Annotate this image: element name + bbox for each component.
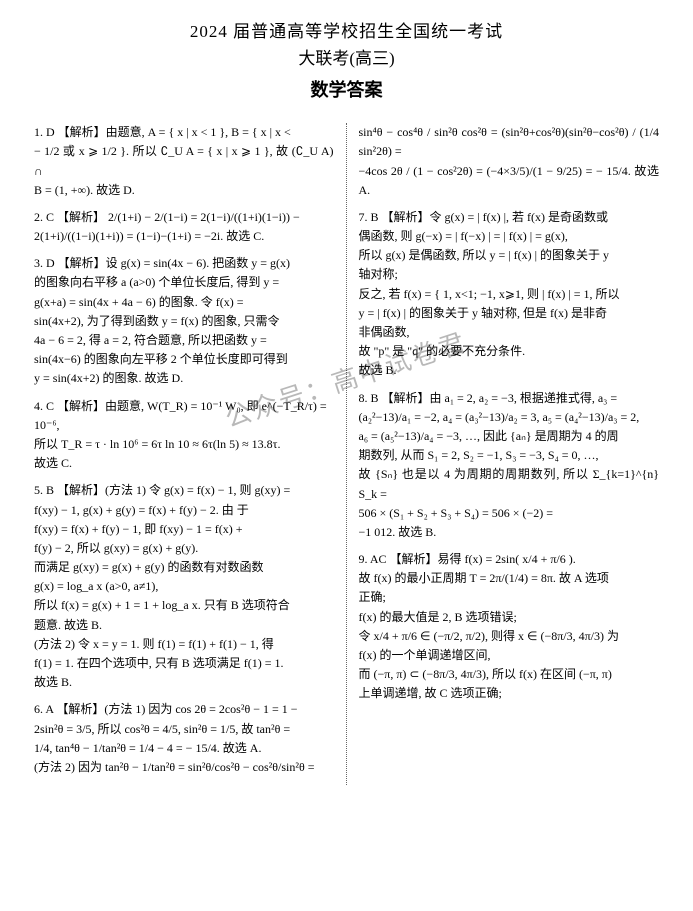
q5-body7: 题意. 故选 B. — [34, 618, 102, 632]
q5-lead: 5. B 【解析】(方法 1) 令 g(x) = f(x) − 1, 则 g(x… — [34, 483, 290, 497]
exam-title-line2: 大联考(高三) — [28, 45, 665, 72]
q5-body8: (方法 2) 令 x = y = 1. 则 f(1) = f(1) + f(1)… — [34, 637, 274, 651]
question-5: 5. B 【解析】(方法 1) 令 g(x) = f(x) − 1, 则 g(x… — [34, 481, 334, 692]
q5-body4: 而满足 g(xy) = g(x) + g(y) 的函数有对数函数 — [34, 560, 264, 574]
q6b-body1: sin⁴θ − cos⁴θ / sin²θ cos²θ = (sin²θ+cos… — [359, 125, 660, 158]
q7-body2: 所以 g(x) 是偶函数, 所以 y = | f(x) | 的图象关于 y — [359, 248, 610, 262]
q1-body2: B = (1, +∞). 故选 D. — [34, 183, 135, 197]
q9-body6: 而 (−π, π) ⊂ (−8π/3, 4π/3), 所以 f(x) 在区间 (… — [359, 667, 612, 681]
q7-body8: 故选 B. — [359, 363, 397, 377]
q6-body1: 2sin²θ = 3/5, 所以 cos²θ = 4/5, sin²θ = 1/… — [34, 722, 290, 736]
q5-body3: f(y) − 2, 所以 g(xy) = g(x) + g(y). — [34, 541, 198, 555]
q3-body3: sin(4x+2), 为了得到函数 y = f(x) 的图象, 只需令 — [34, 314, 280, 328]
q2-lead: 2. C 【解析】 2/(1+i) − 2/(1−i) = 2(1−i)/((1… — [34, 210, 300, 224]
q7-body7: 故 "p" 是 "q" 的必要不充分条件. — [359, 344, 526, 358]
q8-body3: 期数列, 从而 S₁ = 2, S₂ = −1, S₃ = −3, S₄ = 0… — [359, 448, 599, 462]
content-columns: 1. D 【解析】由题意, A = { x | x < 1 }, B = { x… — [28, 123, 665, 785]
question-3: 3. D 【解析】设 g(x) = sin(4x − 6). 把函数 y = g… — [34, 254, 334, 388]
q9-body1: 故 f(x) 的最小正周期 T = 2π/(1/4) = 8π. 故 A 选项 — [359, 571, 609, 585]
question-1: 1. D 【解析】由题意, A = { x | x < 1 }, B = { x… — [34, 123, 334, 200]
q7-body6: 非偶函数, — [359, 325, 410, 339]
q7-body1: 偶函数, 则 g(−x) = | f(−x) | = | f(x) | = g(… — [359, 229, 568, 243]
q5-body6: 所以 f(x) = g(x) + 1 = 1 + log_a x. 只有 B 选… — [34, 598, 290, 612]
q1-lead: 1. D 【解析】由题意, A = { x | x < 1 }, B = { x… — [34, 125, 291, 139]
exam-title-line3: 数学答案 — [28, 76, 665, 105]
q7-body5: y = | f(x) | 的图象关于 y 轴对称, 但是 f(x) 是非奇 — [359, 306, 608, 320]
q1-body1: − 1/2 或 x ⩾ 1/2 }. 所以 ∁_U A = { x | x ⩾ … — [34, 144, 334, 177]
q2-body1: 2(1+i)/((1−i)(1+i)) = (1−i)−(1+i) = −2i.… — [34, 229, 264, 243]
q9-body5: f(x) 的一个单调递增区间, — [359, 648, 491, 662]
q8-body2: a₆ = (a₅²−13)/a₄ = −3, …, 因此 {aₙ} 是周期为 4… — [359, 429, 619, 443]
question-4: 4. C 【解析】由题意, W(T_R) = 10⁻¹ W₀, 即 e^(−T_… — [34, 397, 334, 474]
exam-title-line1: 2024 届普通高等学校招生全国统一考试 — [28, 18, 665, 45]
q8-lead: 8. B 【解析】由 a₁ = 2, a₂ = −3, 根据递推式得, a₃ = — [359, 391, 618, 405]
q3-body4: 4a − 6 = 2, 得 a = 2, 符合题意, 所以把函数 y = — [34, 333, 267, 347]
q4-body2: 所以 T_R = τ · ln 10⁶ = 6τ ln 10 ≈ 6τ(ln 5… — [34, 437, 281, 451]
q8-body5: 506 × (S₁ + S₂ + S₃ + S₄) = 506 × (−2) = — [359, 506, 554, 520]
question-8: 8. B 【解析】由 a₁ = 2, a₂ = −3, 根据递推式得, a₃ =… — [359, 389, 660, 543]
q3-body5: sin(4x−6) 的图象向左平移 2 个单位长度即可得到 — [34, 352, 288, 366]
q5-body5: g(x) = log_a x (a>0, a≠1), — [34, 579, 158, 593]
q5-body10: 故选 B. — [34, 675, 72, 689]
q5-body2: f(xy) = f(x) + f(y) − 1, 即 f(xy) − 1 = f… — [34, 522, 243, 536]
question-6: 6. A 【解析】(方法 1) 因为 cos 2θ = 2cos²θ − 1 =… — [34, 700, 334, 777]
right-column: sin⁴θ − cos⁴θ / sin²θ cos²θ = (sin²θ+cos… — [347, 123, 666, 785]
q6-body3: (方法 2) 因为 tan²θ − 1/tan²θ = sin²θ/cos²θ … — [34, 760, 314, 774]
question-9: 9. AC 【解析】易得 f(x) = 2sin( x/4 + π/6 ). 故… — [359, 550, 660, 704]
left-column: 1. D 【解析】由题意, A = { x | x < 1 }, B = { x… — [28, 123, 347, 785]
q8-body6: −1 012. 故选 B. — [359, 525, 437, 539]
q3-body6: y = sin(4x+2) 的图象. 故选 D. — [34, 371, 183, 385]
q9-body7: 上单调递增, 故 C 选项正确; — [359, 686, 502, 700]
question-7: 7. B 【解析】令 g(x) = | f(x) |, 若 f(x) 是奇函数或… — [359, 208, 660, 381]
q8-body1: (a₂²−13)/a₁ = −2, a₄ = (a₃²−13)/a₂ = 3, … — [359, 410, 640, 424]
q4-body1: 10⁻⁶, — [34, 418, 60, 432]
q4-body3: 故选 C. — [34, 456, 72, 470]
q9-body4: 令 x/4 + π/6 ∈ (−π/2, π/2), 则得 x ∈ (−8π/3… — [359, 629, 620, 643]
q6b-body2: −4cos 2θ / (1 − cos²2θ) = (−4×3/5)/(1 − … — [359, 164, 660, 197]
q9-lead: 9. AC 【解析】易得 f(x) = 2sin( x/4 + π/6 ). — [359, 552, 576, 566]
q9-body2: 正确; — [359, 590, 386, 604]
q7-lead: 7. B 【解析】令 g(x) = | f(x) |, 若 f(x) 是奇函数或 — [359, 210, 609, 224]
q3-lead: 3. D 【解析】设 g(x) = sin(4x − 6). 把函数 y = g… — [34, 256, 290, 270]
q4-lead: 4. C 【解析】由题意, W(T_R) = 10⁻¹ W₀, 即 e^(−T_… — [34, 399, 327, 413]
q7-body3: 轴对称; — [359, 267, 398, 281]
q3-body1: 的图象向右平移 a (a>0) 个单位长度后, 得到 y = — [34, 275, 279, 289]
page-header: 2024 届普通高等学校招生全国统一考试 大联考(高三) 数学答案 — [28, 18, 665, 105]
question-2: 2. C 【解析】 2/(1+i) − 2/(1−i) = 2(1−i)/((1… — [34, 208, 334, 246]
question-6-cont: sin⁴θ − cos⁴θ / sin²θ cos²θ = (sin²θ+cos… — [359, 123, 660, 200]
q6-body2: 1/4, tan⁴θ − 1/tan²θ = 1/4 − 4 = − 15/4.… — [34, 741, 261, 755]
q8-body4: 故 {Sₙ} 也是以 4 为周期的周期数列, 所以 Σ_{k=1}^{n} S_… — [359, 467, 660, 500]
q9-body3: f(x) 的最大值是 2, B 选项错误; — [359, 610, 517, 624]
q6-lead: 6. A 【解析】(方法 1) 因为 cos 2θ = 2cos²θ − 1 =… — [34, 702, 298, 716]
q7-body4: 反之, 若 f(x) = { 1, x<1; −1, x⩾1, 则 | f(x)… — [359, 287, 620, 301]
q5-body1: f(xy) − 1, g(x) + g(y) = f(x) + f(y) − 2… — [34, 503, 249, 517]
q3-body2: g(x+a) = sin(4x + 4a − 6) 的图象. 令 f(x) = — [34, 295, 243, 309]
q5-body9: f(1) = 1. 在四个选项中, 只有 B 选项满足 f(1) = 1. — [34, 656, 284, 670]
